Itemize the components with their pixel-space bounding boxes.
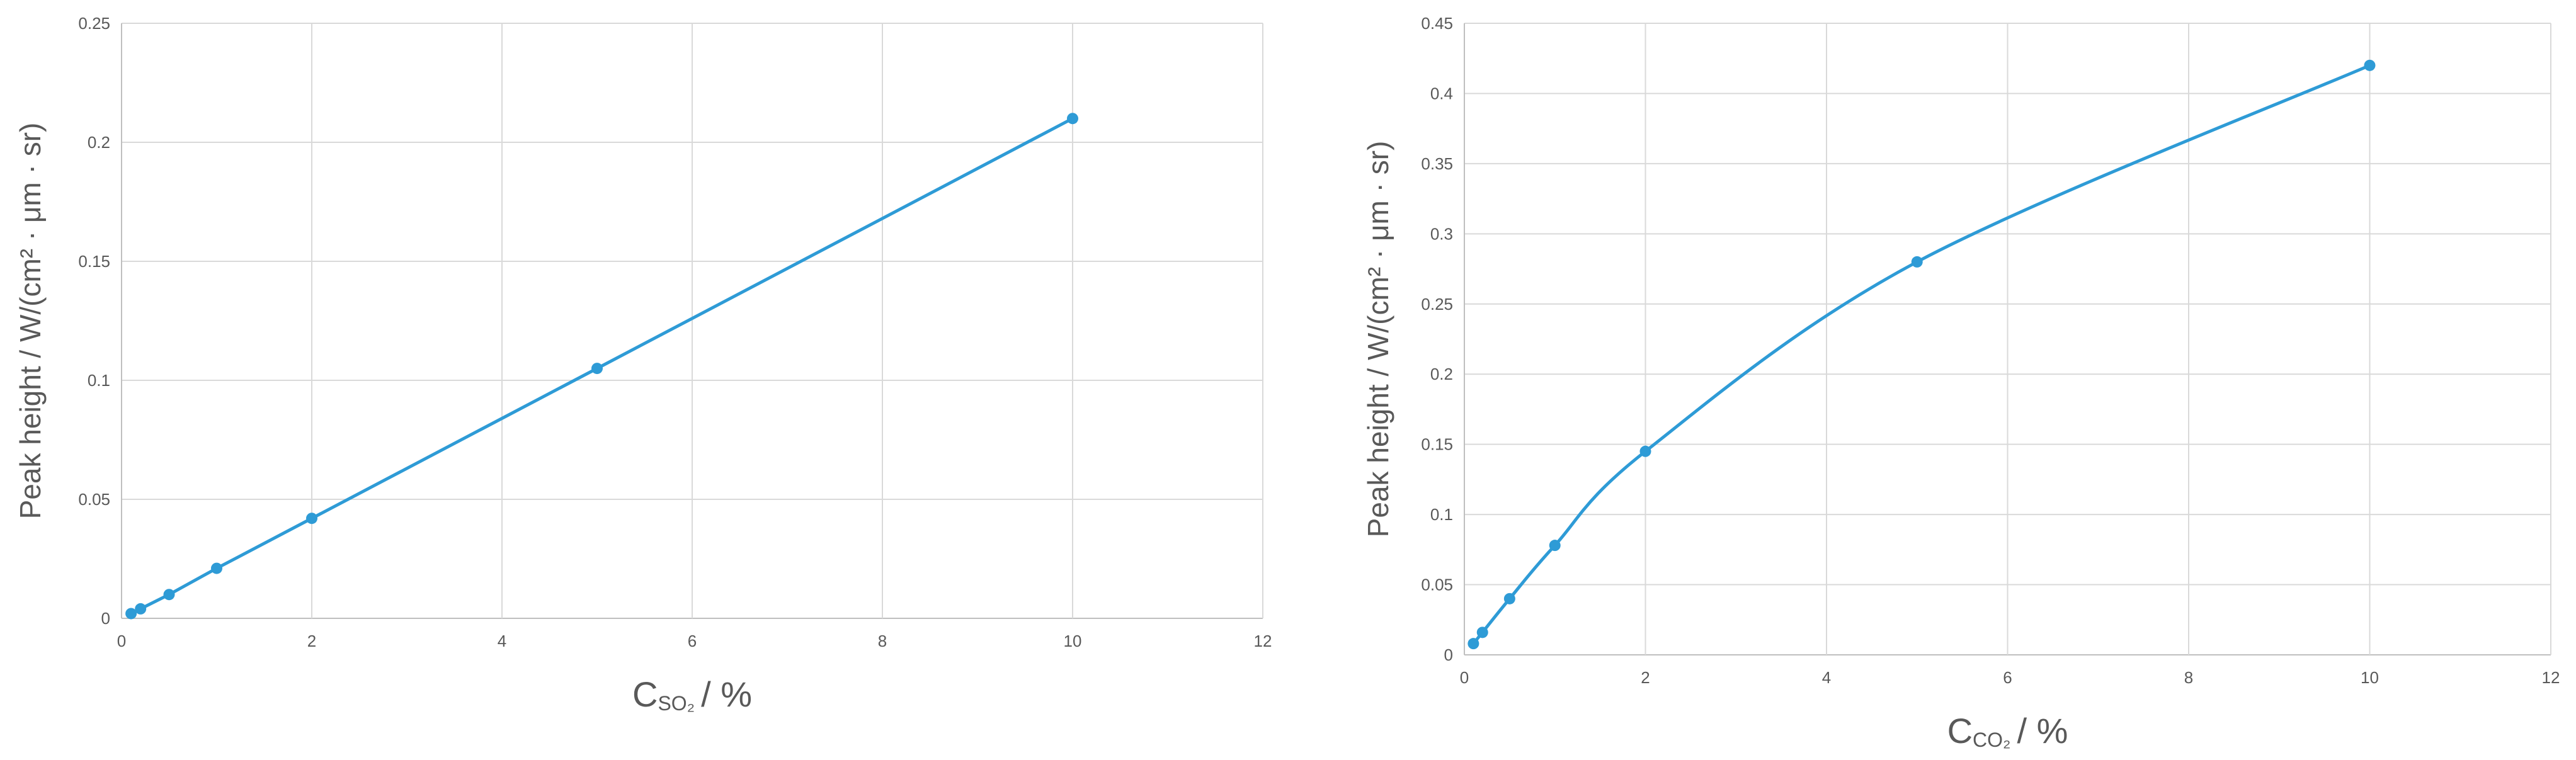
x-axis-label-main: C <box>1947 711 1973 751</box>
x-tick-label: 8 <box>878 632 887 650</box>
x-tick-label: 0 <box>117 632 126 650</box>
data-point <box>2364 59 2376 71</box>
x-tick-label: 6 <box>2003 668 2012 687</box>
x-tick-label: 12 <box>1254 632 1272 650</box>
x-tick-label: 2 <box>307 632 316 650</box>
data-point <box>1476 627 1488 638</box>
y-axis-label: Peak height / W/(cm² · μm · sr) <box>14 123 47 519</box>
so2-chart: 0 0.05 0.1 0.15 0.2 0.25 0 2 4 6 8 10 12 Peak height … <box>14 14 1272 715</box>
y-tick-label: 0 <box>1444 645 1453 664</box>
x-axis-label-main: C <box>632 674 658 714</box>
x-axis-label-subscript: SO₂ <box>658 692 695 715</box>
y-tick-label: 0.1 <box>88 371 110 390</box>
x-axis-label: CSO₂ / % <box>632 674 752 715</box>
data-point <box>163 589 175 601</box>
y-tick-label: 0.25 <box>78 14 110 33</box>
x-axis-label: CCO₂ / % <box>1947 711 2068 751</box>
y-tick-label: 0.25 <box>1421 295 1453 314</box>
y-tick-label: 0.15 <box>1421 435 1453 454</box>
x-tick-label: 10 <box>1064 632 1082 650</box>
x-tick-label: 4 <box>1822 668 1831 687</box>
x-tick-label: 0 <box>1460 668 1469 687</box>
data-point <box>211 562 222 574</box>
x-axis-label-unit: / % <box>701 674 752 714</box>
x-tick-label: 4 <box>498 632 506 650</box>
series-line <box>1472 64 2371 645</box>
data-point <box>1911 256 1923 268</box>
data-point <box>1639 445 1651 457</box>
y-tick-label: 0.05 <box>78 490 110 509</box>
data-point <box>1468 638 1479 650</box>
x-tick-label: 6 <box>688 632 697 650</box>
x-tick-label: 2 <box>1641 668 1650 687</box>
data-point <box>135 603 147 615</box>
data-point <box>591 363 603 375</box>
x-tick-label: 10 <box>2361 668 2379 687</box>
y-tick-label: 0.2 <box>1430 365 1453 383</box>
y-tick-label: 0 <box>101 609 110 628</box>
data-point <box>1503 593 1515 604</box>
y-tick-label: 0.45 <box>1421 14 1453 33</box>
y-tick-label: 0.35 <box>1421 154 1453 173</box>
data-point <box>306 513 317 525</box>
y-tick-label: 0.05 <box>1421 576 1453 594</box>
y-tick-label: 0.3 <box>1430 224 1453 243</box>
x-tick-label: 12 <box>2542 668 2560 687</box>
y-tick-label: 0.15 <box>78 252 110 271</box>
x-axis-label-subscript: CO₂ <box>1973 729 2010 751</box>
data-point <box>125 608 137 620</box>
data-point <box>1549 540 1561 552</box>
y-tick-label: 0.2 <box>88 133 110 152</box>
co2-chart: 0 0.05 0.1 0.15 0.2 0.25 0.3 0.35 0.4 0.45 0 2 4 6 8 10… <box>1362 14 2560 751</box>
data-point <box>1067 113 1078 125</box>
y-tick-label: 0.4 <box>1430 84 1453 103</box>
x-tick-label: 8 <box>2184 668 2193 687</box>
x-axis-label-unit: / % <box>2017 711 2068 751</box>
y-axis-label: Peak height / W/(cm² · μm · sr) <box>1362 141 1394 538</box>
y-tick-label: 0.1 <box>1430 505 1453 524</box>
